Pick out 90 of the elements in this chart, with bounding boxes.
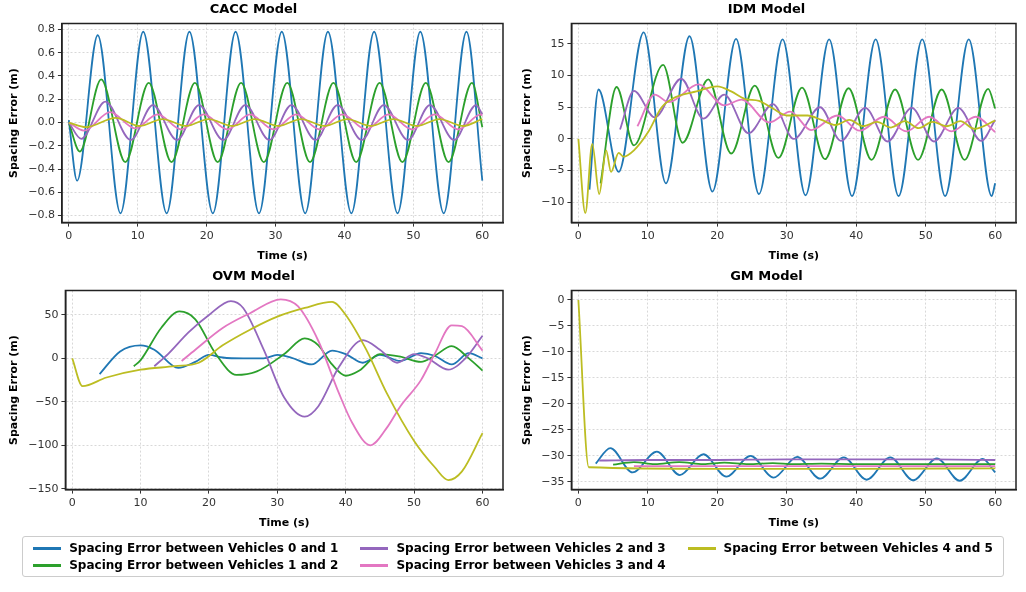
x-tick-label: 20: [202, 496, 216, 510]
line-series: [577, 299, 997, 470]
x-tick-label: 10: [640, 229, 655, 243]
y-tick-label: 0.8: [37, 22, 55, 36]
legend-label: Spacing Error between Vehicles 0 and 1: [69, 541, 339, 555]
line-series: [67, 100, 484, 141]
y-axis-title: Spacing Error (m): [7, 335, 21, 445]
y-tick-label: −20: [541, 396, 565, 410]
line-series: [71, 301, 484, 481]
line-series: [153, 300, 484, 418]
x-tick-label: 0: [574, 229, 582, 243]
line-series: [67, 116, 484, 129]
y-tick-label: 0: [557, 131, 565, 145]
x-axis-title: Time (s): [258, 516, 310, 530]
y-tick-label: 0: [51, 351, 59, 365]
y-tick-label: −10: [541, 195, 565, 209]
legend-label: Spacing Error between Vehicles 3 and 4: [396, 558, 666, 572]
x-tick-label: 10: [130, 229, 145, 243]
y-tick-label: −0.4: [28, 161, 55, 175]
x-tick-label: 60: [475, 229, 490, 243]
x-tick-label: 40: [337, 229, 352, 243]
chart-title: GM Model: [730, 268, 803, 284]
x-tick-label: 60: [988, 496, 1003, 510]
line-series: [98, 344, 484, 375]
x-tick-label: 50: [407, 496, 422, 510]
y-tick-label: 0.0: [37, 115, 55, 129]
y-tick-label: −25: [541, 422, 565, 436]
y-tick-label: −10: [541, 344, 565, 358]
y-tick-label: 0.6: [37, 45, 55, 59]
x-tick-label: 10: [640, 496, 655, 510]
chart-title: OVM Model: [212, 268, 295, 284]
line-series: [67, 30, 484, 215]
y-tick-label: 5: [557, 100, 565, 114]
y-tick-label: 50: [44, 307, 59, 321]
y-tick-label: −150: [28, 481, 59, 495]
x-tick-label: 0: [68, 496, 76, 510]
x-tick-label: 30: [268, 229, 283, 243]
x-tick-label: 20: [199, 229, 214, 243]
x-tick-label: 50: [918, 496, 933, 510]
y-axis-title: Spacing Error (m): [7, 68, 21, 178]
line-series: [67, 111, 484, 132]
y-tick-label: −0.2: [28, 138, 55, 152]
line-series: [594, 447, 997, 482]
y-tick-label: −35: [541, 474, 565, 488]
y-tick-label: −15: [541, 370, 565, 384]
chart-title: CACC Model: [209, 1, 298, 17]
x-tick-label: 20: [710, 496, 725, 510]
y-tick-label: 10: [550, 68, 565, 82]
y-tick-label: −30: [541, 448, 565, 462]
y-axis-title: Spacing Error (m): [520, 68, 534, 178]
x-tick-label: 40: [849, 229, 864, 243]
x-axis-title: Time (s): [768, 249, 820, 263]
line-series: [67, 78, 484, 163]
x-tick-label: 60: [475, 496, 490, 510]
y-tick-label: 15: [550, 36, 565, 50]
x-tick-label: 30: [779, 496, 794, 510]
line-series: [619, 77, 997, 143]
x-axis-title: Time (s): [768, 516, 820, 530]
x-tick-label: 50: [406, 229, 421, 243]
y-axis-title: Spacing Error (m): [520, 335, 534, 445]
line-series: [588, 31, 997, 197]
legend-label: Spacing Error between Vehicles 2 and 3: [396, 541, 666, 555]
x-axis-title: Time (s): [257, 249, 308, 263]
y-tick-label: 0.2: [37, 92, 55, 106]
y-tick-label: −5: [548, 163, 565, 177]
x-tick-label: 60: [988, 229, 1003, 243]
y-tick-label: 0.4: [37, 68, 55, 82]
y-tick-label: 0: [557, 292, 565, 306]
legend-label: Spacing Error between Vehicles 4 and 5: [723, 541, 993, 555]
chart-title: IDM Model: [727, 1, 806, 17]
line-series: [599, 63, 997, 185]
x-tick-label: 30: [270, 496, 285, 510]
x-tick-label: 0: [574, 496, 582, 510]
y-tick-label: −0.6: [28, 185, 55, 199]
y-tick-label: −0.8: [28, 208, 55, 222]
x-tick-label: 50: [918, 229, 933, 243]
x-tick-label: 30: [779, 229, 794, 243]
y-tick-label: −50: [35, 394, 59, 408]
line-series: [180, 298, 484, 447]
x-tick-label: 0: [65, 229, 73, 243]
legend-label: Spacing Error between Vehicles 1 and 2: [69, 558, 339, 572]
y-tick-label: −100: [28, 438, 59, 452]
x-tick-label: 20: [710, 229, 725, 243]
x-tick-label: 40: [338, 496, 353, 510]
y-tick-label: −5: [548, 318, 565, 332]
x-tick-label: 10: [133, 496, 148, 510]
line-series: [577, 85, 997, 214]
line-series: [636, 83, 997, 133]
x-tick-label: 40: [849, 496, 864, 510]
line-series: [132, 310, 484, 377]
